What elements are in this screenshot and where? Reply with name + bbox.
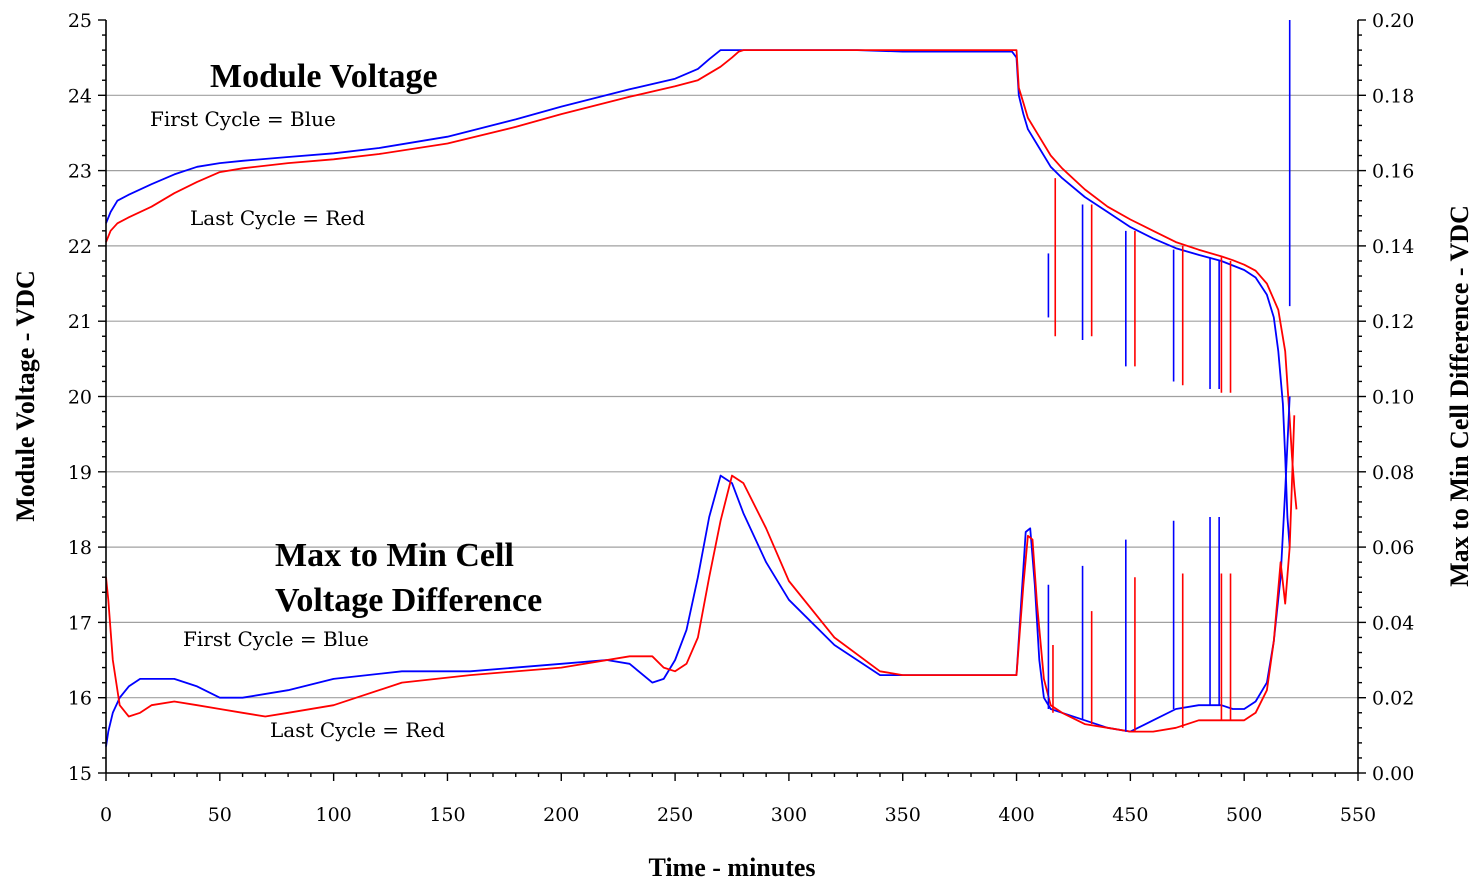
y-left-tick-label: 19: [68, 462, 92, 484]
module-voltage-title: Module Voltage: [210, 58, 438, 95]
cell-diff-title-line2: Voltage Difference: [275, 582, 542, 619]
x-tick-label: 0: [100, 804, 112, 826]
grid-lines: [106, 94, 1358, 699]
x-tick-label: 200: [543, 804, 579, 826]
y-left-tick-label: 21: [68, 311, 92, 333]
y-right-tick-label: 0.04: [1372, 612, 1414, 634]
y-right-tick-label: 0.08: [1372, 462, 1414, 484]
y-left-tick-label: 15: [68, 763, 92, 785]
y-left-tick-label: 17: [68, 612, 92, 634]
y-left-tick-label: 18: [68, 537, 92, 559]
first-cycle-cell-diff-line: [105, 396, 1291, 747]
module-first-cycle-note: First Cycle = Blue: [150, 107, 336, 131]
y-right-tick-label: 0.16: [1372, 161, 1414, 183]
y-right-tick-label: 0.10: [1372, 387, 1414, 409]
y-left-tick-label: 23: [68, 161, 92, 183]
right-axis-title: Max to Min Cell Difference - VDC: [1445, 205, 1473, 587]
x-tick-label: 350: [885, 804, 921, 826]
x-axis-title: Time - minutes: [648, 853, 815, 882]
cell-diff-last-cycle-note: Last Cycle = Red: [270, 718, 445, 742]
y-right-tick-label: 0.02: [1372, 688, 1414, 710]
y-left-tick-label: 22: [68, 236, 92, 258]
last-cycle-module-voltage-line: [105, 49, 1298, 510]
y-left-tick-label: 25: [68, 10, 92, 32]
module-last-cycle-note: Last Cycle = Red: [190, 206, 365, 230]
y-right-tick-label: 0.00: [1372, 763, 1414, 785]
y-left-tick-label: 16: [68, 688, 92, 710]
y-right-tick-label: 0.18: [1372, 85, 1414, 107]
cell-diff-title-line1: Max to Min Cell: [275, 537, 514, 574]
x-tick-label: 50: [208, 804, 232, 826]
y-left-tick-label: 24: [68, 85, 92, 107]
y-right-tick-label: 0.14: [1372, 236, 1414, 258]
x-tick-label: 400: [998, 804, 1034, 826]
x-tick-label: 450: [1112, 804, 1148, 826]
y-right-tick-label: 0.06: [1372, 537, 1414, 559]
tick-labels: 15 0.00 16 0.02 17 0.04 18 0.06 19 0.08 20 0.10 21 0.…: [68, 10, 1415, 826]
left-axis-title: Module Voltage - VDC: [11, 270, 40, 522]
series-layer: [105, 20, 1298, 747]
x-tick-label: 300: [771, 804, 807, 826]
x-tick-label: 100: [316, 804, 352, 826]
y-right-tick-label: 0.12: [1372, 311, 1414, 333]
x-tick-label: 500: [1226, 804, 1262, 826]
x-tick-label: 550: [1340, 804, 1376, 826]
y-right-tick-label: 0.20: [1372, 10, 1414, 32]
last-cycle-cell-diff-line: [105, 415, 1296, 733]
y-left-tick-label: 20: [68, 387, 92, 409]
x-tick-label: 150: [429, 804, 465, 826]
first-cycle-module-voltage-line: [105, 49, 1291, 548]
cell-diff-first-cycle-note: First Cycle = Blue: [183, 627, 369, 651]
x-tick-label: 250: [657, 804, 693, 826]
tick-marks: [98, 19, 1366, 781]
